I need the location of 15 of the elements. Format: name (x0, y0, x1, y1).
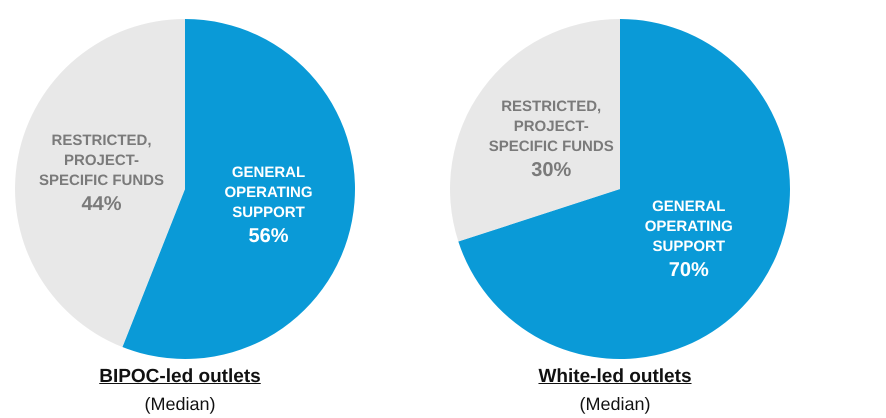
data-label: 30% (531, 159, 572, 182)
text: White-led outlets (537, 366, 693, 388)
text: (Median) (143, 394, 217, 415)
slice-label: RESTRICTED, PROJECT- SPECIFIC FUNDS (39, 132, 164, 190)
pie-slice (458, 19, 790, 359)
text: BIPOC-led outlets (98, 366, 262, 388)
pie-slice (450, 19, 620, 242)
data-label: 70% (668, 258, 709, 281)
data-label: 44% (81, 193, 122, 216)
slice-label: RESTRICTED, PROJECT- SPECIFIC FUNDS (488, 98, 614, 156)
data-label: 56% (248, 224, 289, 247)
slice-label: GENERAL OPERATING SUPPORT (224, 164, 313, 221)
text: (Median) (578, 394, 652, 415)
pie-slice (15, 19, 185, 348)
slice-label: GENERAL OPERATING SUPPORT (644, 198, 733, 255)
